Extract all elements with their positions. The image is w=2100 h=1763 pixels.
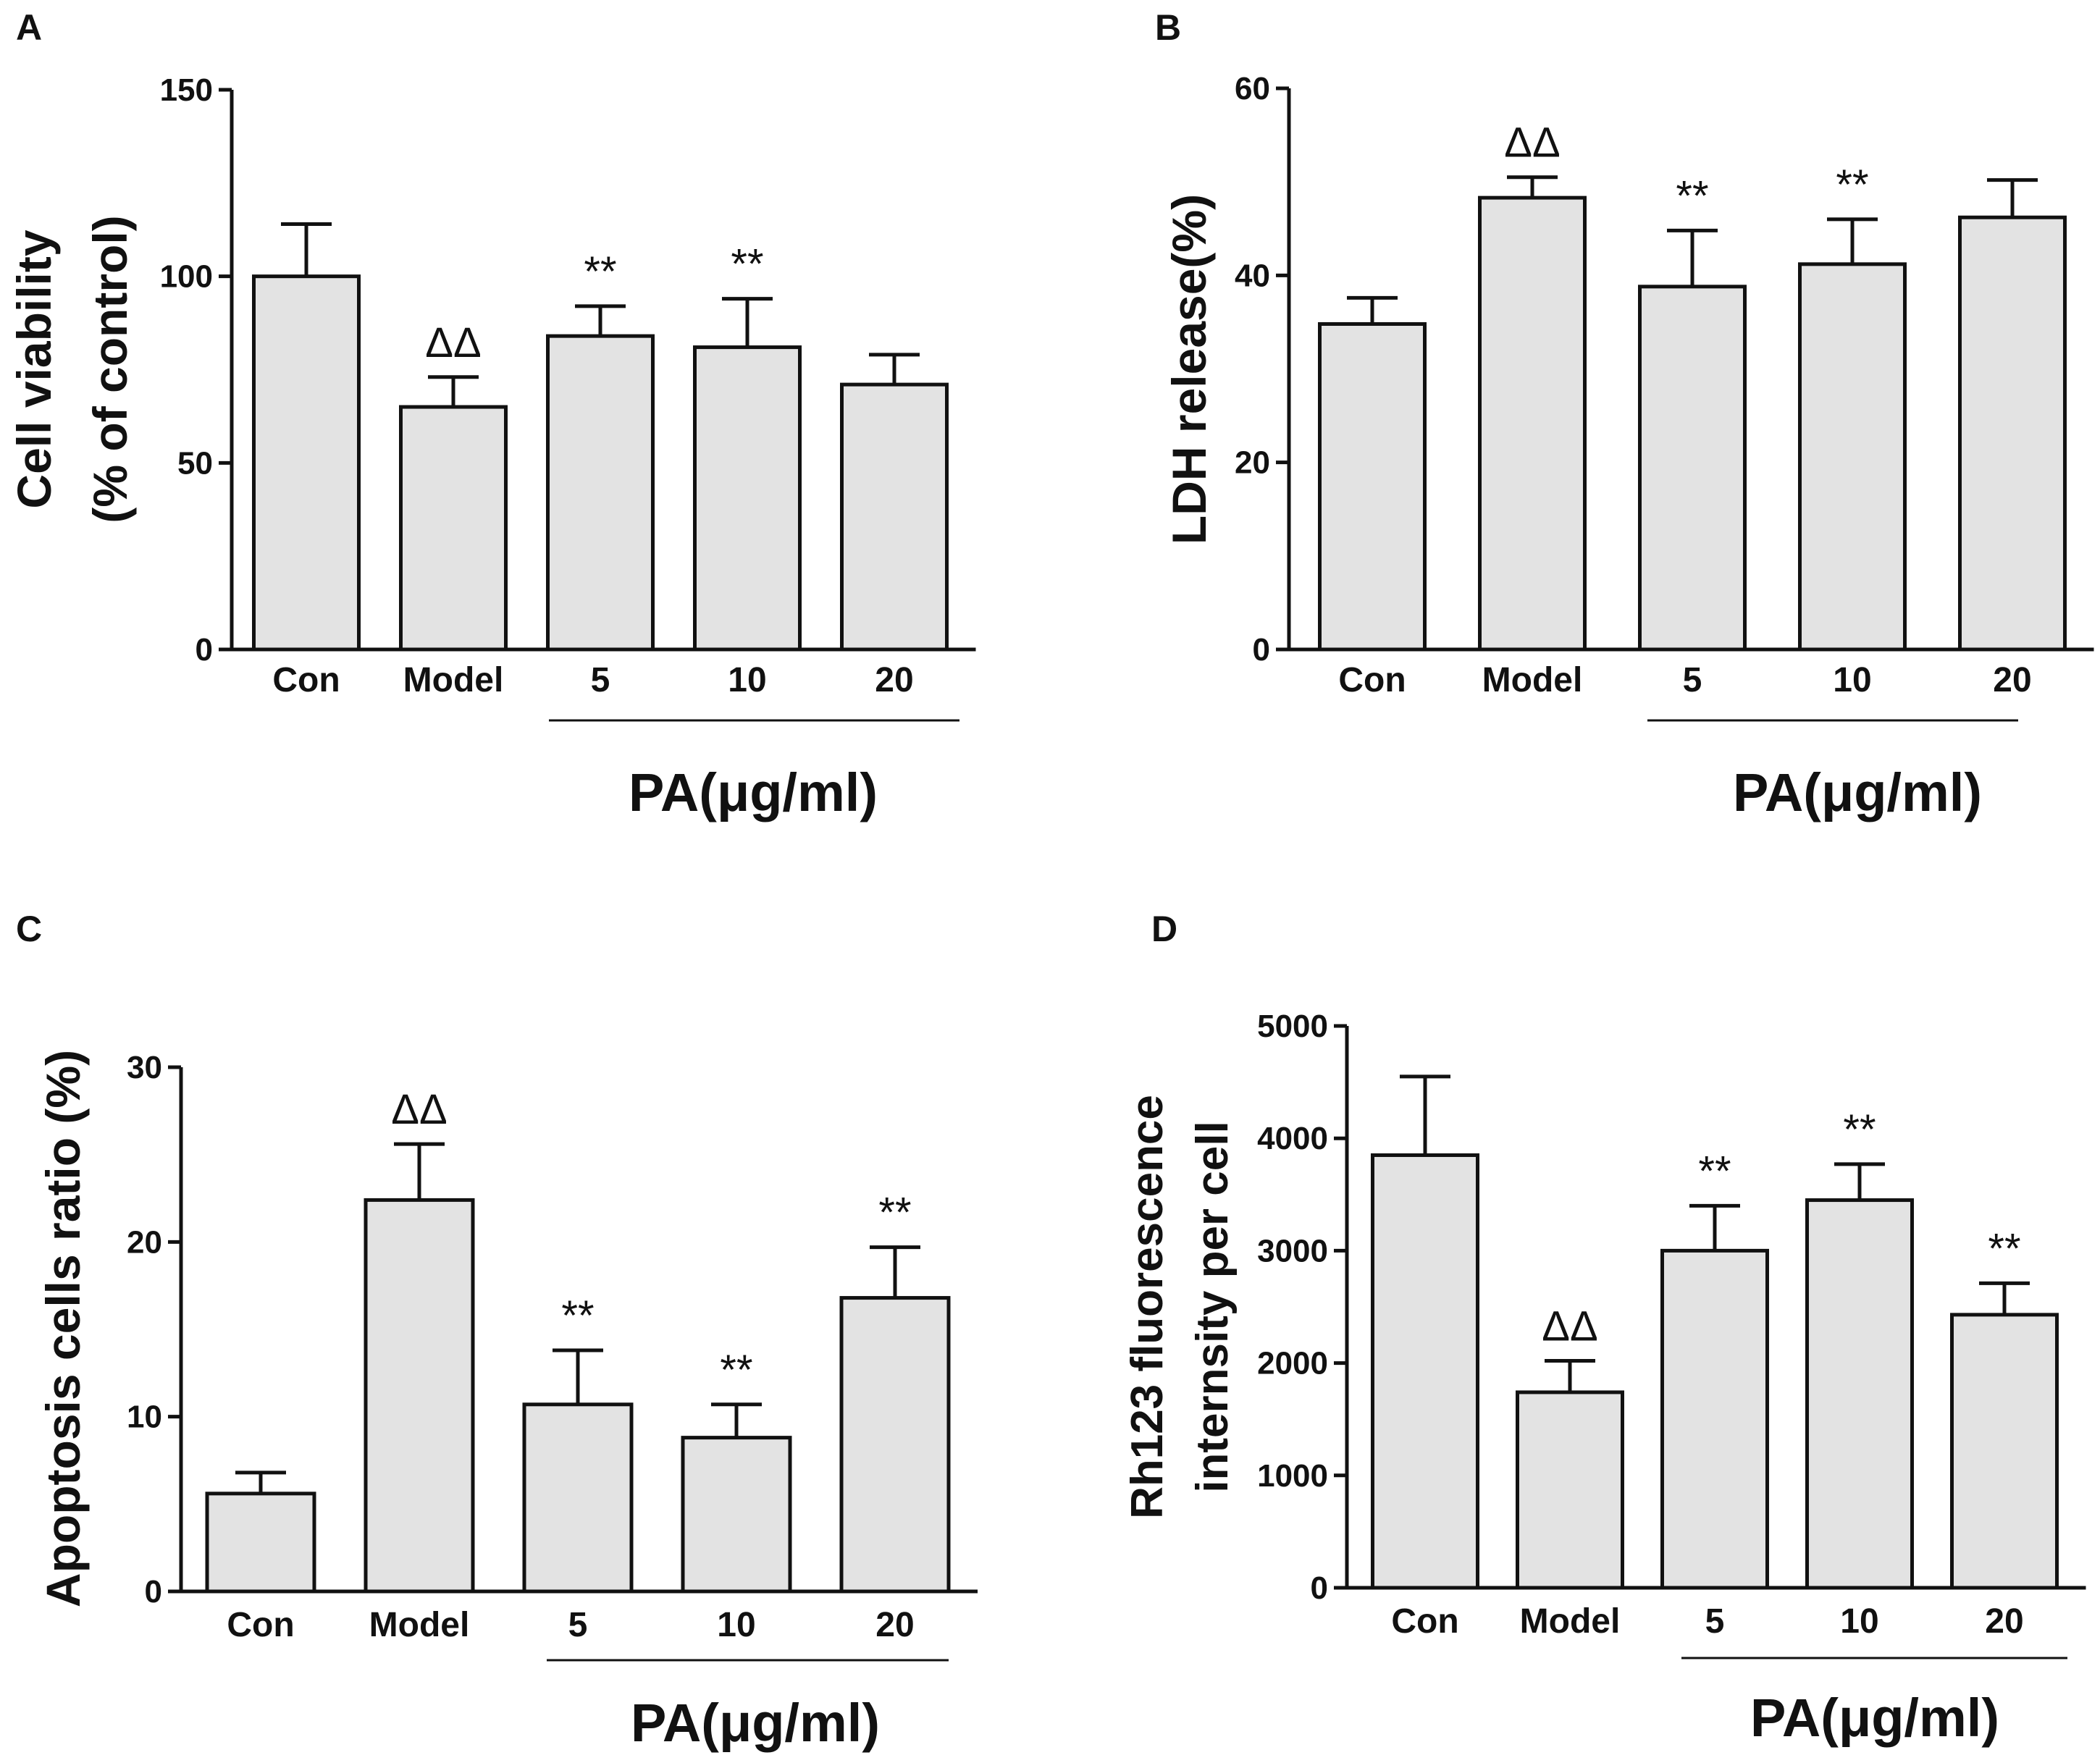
bar	[205, 1491, 316, 1594]
significance-mark: ΔΔ	[1504, 119, 1560, 167]
panel-label: A	[16, 7, 42, 48]
bar	[399, 405, 508, 652]
x-tick-label: 10	[1840, 1602, 1878, 1641]
significance-mark: **	[561, 1292, 594, 1339]
bar	[1516, 1390, 1624, 1590]
significance-mark: **	[1988, 1225, 2020, 1272]
x-tick-label: 20	[875, 1606, 914, 1644]
y-tick-label: 20	[1235, 445, 1270, 481]
x-tick-label: Con	[1338, 661, 1406, 699]
x-tick-label: 20	[875, 661, 913, 699]
chart-panel-D: D Rh123 fluorescence internsity per cell Co…	[1122, 909, 2086, 1748]
y-axis-label: LDH release(%)	[1162, 194, 1216, 544]
y-tick-label: 4000	[1257, 1121, 1328, 1156]
bar	[546, 334, 655, 652]
significance-mark: ΔΔ	[391, 1086, 447, 1133]
group-label: PA(μg/ml)	[1750, 1688, 1999, 1748]
x-tick-label: 5	[591, 661, 610, 699]
bar	[1318, 322, 1427, 652]
significance-mark: **	[1843, 1106, 1876, 1153]
y-tick-label: 0	[145, 1574, 162, 1610]
y-tick-label: 0	[1253, 632, 1270, 668]
x-tick-label: 20	[1985, 1602, 2023, 1641]
panel-label: D	[1151, 909, 1177, 949]
panel-label: B	[1155, 7, 1181, 48]
significance-mark: **	[720, 1347, 752, 1394]
y-tick-label: 100	[160, 259, 213, 295]
bar	[1958, 215, 2067, 652]
y-axis-label: Cell viability	[7, 230, 61, 508]
y-tick-label: 20	[127, 1224, 162, 1260]
chart-panel-C: C Apoptosis cells ratio (%) Con ΔΔ Model ** 5 *…	[16, 909, 978, 1753]
y-tick-label: 60	[1235, 71, 1270, 106]
group-label: PA(μg/ml)	[629, 762, 878, 822]
y-tick-label: 3000	[1257, 1233, 1328, 1268]
x-tick-label: 10	[1833, 661, 1871, 699]
bar	[1950, 1313, 2059, 1590]
significance-mark: **	[878, 1190, 911, 1237]
x-tick-label: Model	[369, 1606, 470, 1644]
significance-mark: **	[584, 248, 616, 295]
x-tick-label: 5	[568, 1606, 588, 1644]
y-tick-label: 2000	[1257, 1346, 1328, 1381]
y-tick-label: 1000	[1257, 1458, 1328, 1494]
bar	[1478, 195, 1587, 652]
group-label: PA(μg/ml)	[631, 1693, 880, 1753]
x-tick-label: 10	[717, 1606, 755, 1644]
x-tick-label: Model	[1520, 1602, 1621, 1641]
bar	[1798, 262, 1907, 652]
significance-mark: **	[1676, 172, 1708, 219]
significance-mark: ΔΔ	[1542, 1303, 1597, 1350]
y-tick-label: 0	[196, 632, 213, 668]
x-tick-label: 5	[1683, 661, 1702, 699]
bar	[1805, 1198, 1914, 1590]
y-tick-label: 150	[160, 72, 213, 108]
x-tick-label: 20	[1993, 661, 2031, 699]
x-tick-label: 5	[1705, 1602, 1725, 1641]
bar	[522, 1402, 634, 1594]
y-tick-label: 50	[177, 445, 213, 481]
y-tick-label: 10	[127, 1400, 162, 1435]
y-tick-label: 30	[127, 1050, 162, 1085]
x-tick-label: Con	[227, 1606, 294, 1644]
chart-panel-A: A Cell viability (% of control) Con ΔΔ Model *…	[7, 7, 976, 822]
y-tick-label: 5000	[1257, 1009, 1328, 1044]
bar	[839, 1296, 951, 1594]
significance-mark: ΔΔ	[425, 319, 481, 366]
y-axis-label: Rh123 fluorescence	[1122, 1095, 1172, 1519]
y-axis-label: Apoptosis cells ratio (%)	[36, 1050, 90, 1607]
y-axis-label: internsity per cell	[1188, 1121, 1238, 1492]
chart-panel-B: B LDH release(%) Con ΔΔ Model ** 5 ** 10 20 0 20 40 6…	[1155, 7, 2094, 822]
x-tick-label: Model	[1482, 661, 1583, 699]
bar	[1660, 1248, 1769, 1590]
group-label: PA(μg/ml)	[1733, 762, 1982, 822]
bar	[681, 1436, 792, 1594]
x-tick-label: Model	[403, 661, 504, 699]
y-tick-label: 40	[1235, 258, 1270, 293]
bar	[364, 1198, 475, 1594]
bar	[1638, 285, 1747, 652]
y-tick-label: 0	[1311, 1570, 1328, 1606]
bar	[840, 382, 949, 652]
y-axis-label: (% of control)	[83, 215, 137, 523]
bar	[693, 345, 802, 652]
panel-label: C	[16, 909, 42, 949]
significance-mark: **	[1698, 1148, 1731, 1195]
bar	[252, 274, 361, 652]
x-tick-label: 10	[728, 661, 766, 699]
bar	[1371, 1153, 1479, 1590]
x-tick-label: Con	[1391, 1602, 1458, 1641]
significance-mark: **	[731, 241, 763, 288]
significance-mark: **	[1836, 161, 1868, 209]
x-tick-label: Con	[272, 661, 340, 699]
